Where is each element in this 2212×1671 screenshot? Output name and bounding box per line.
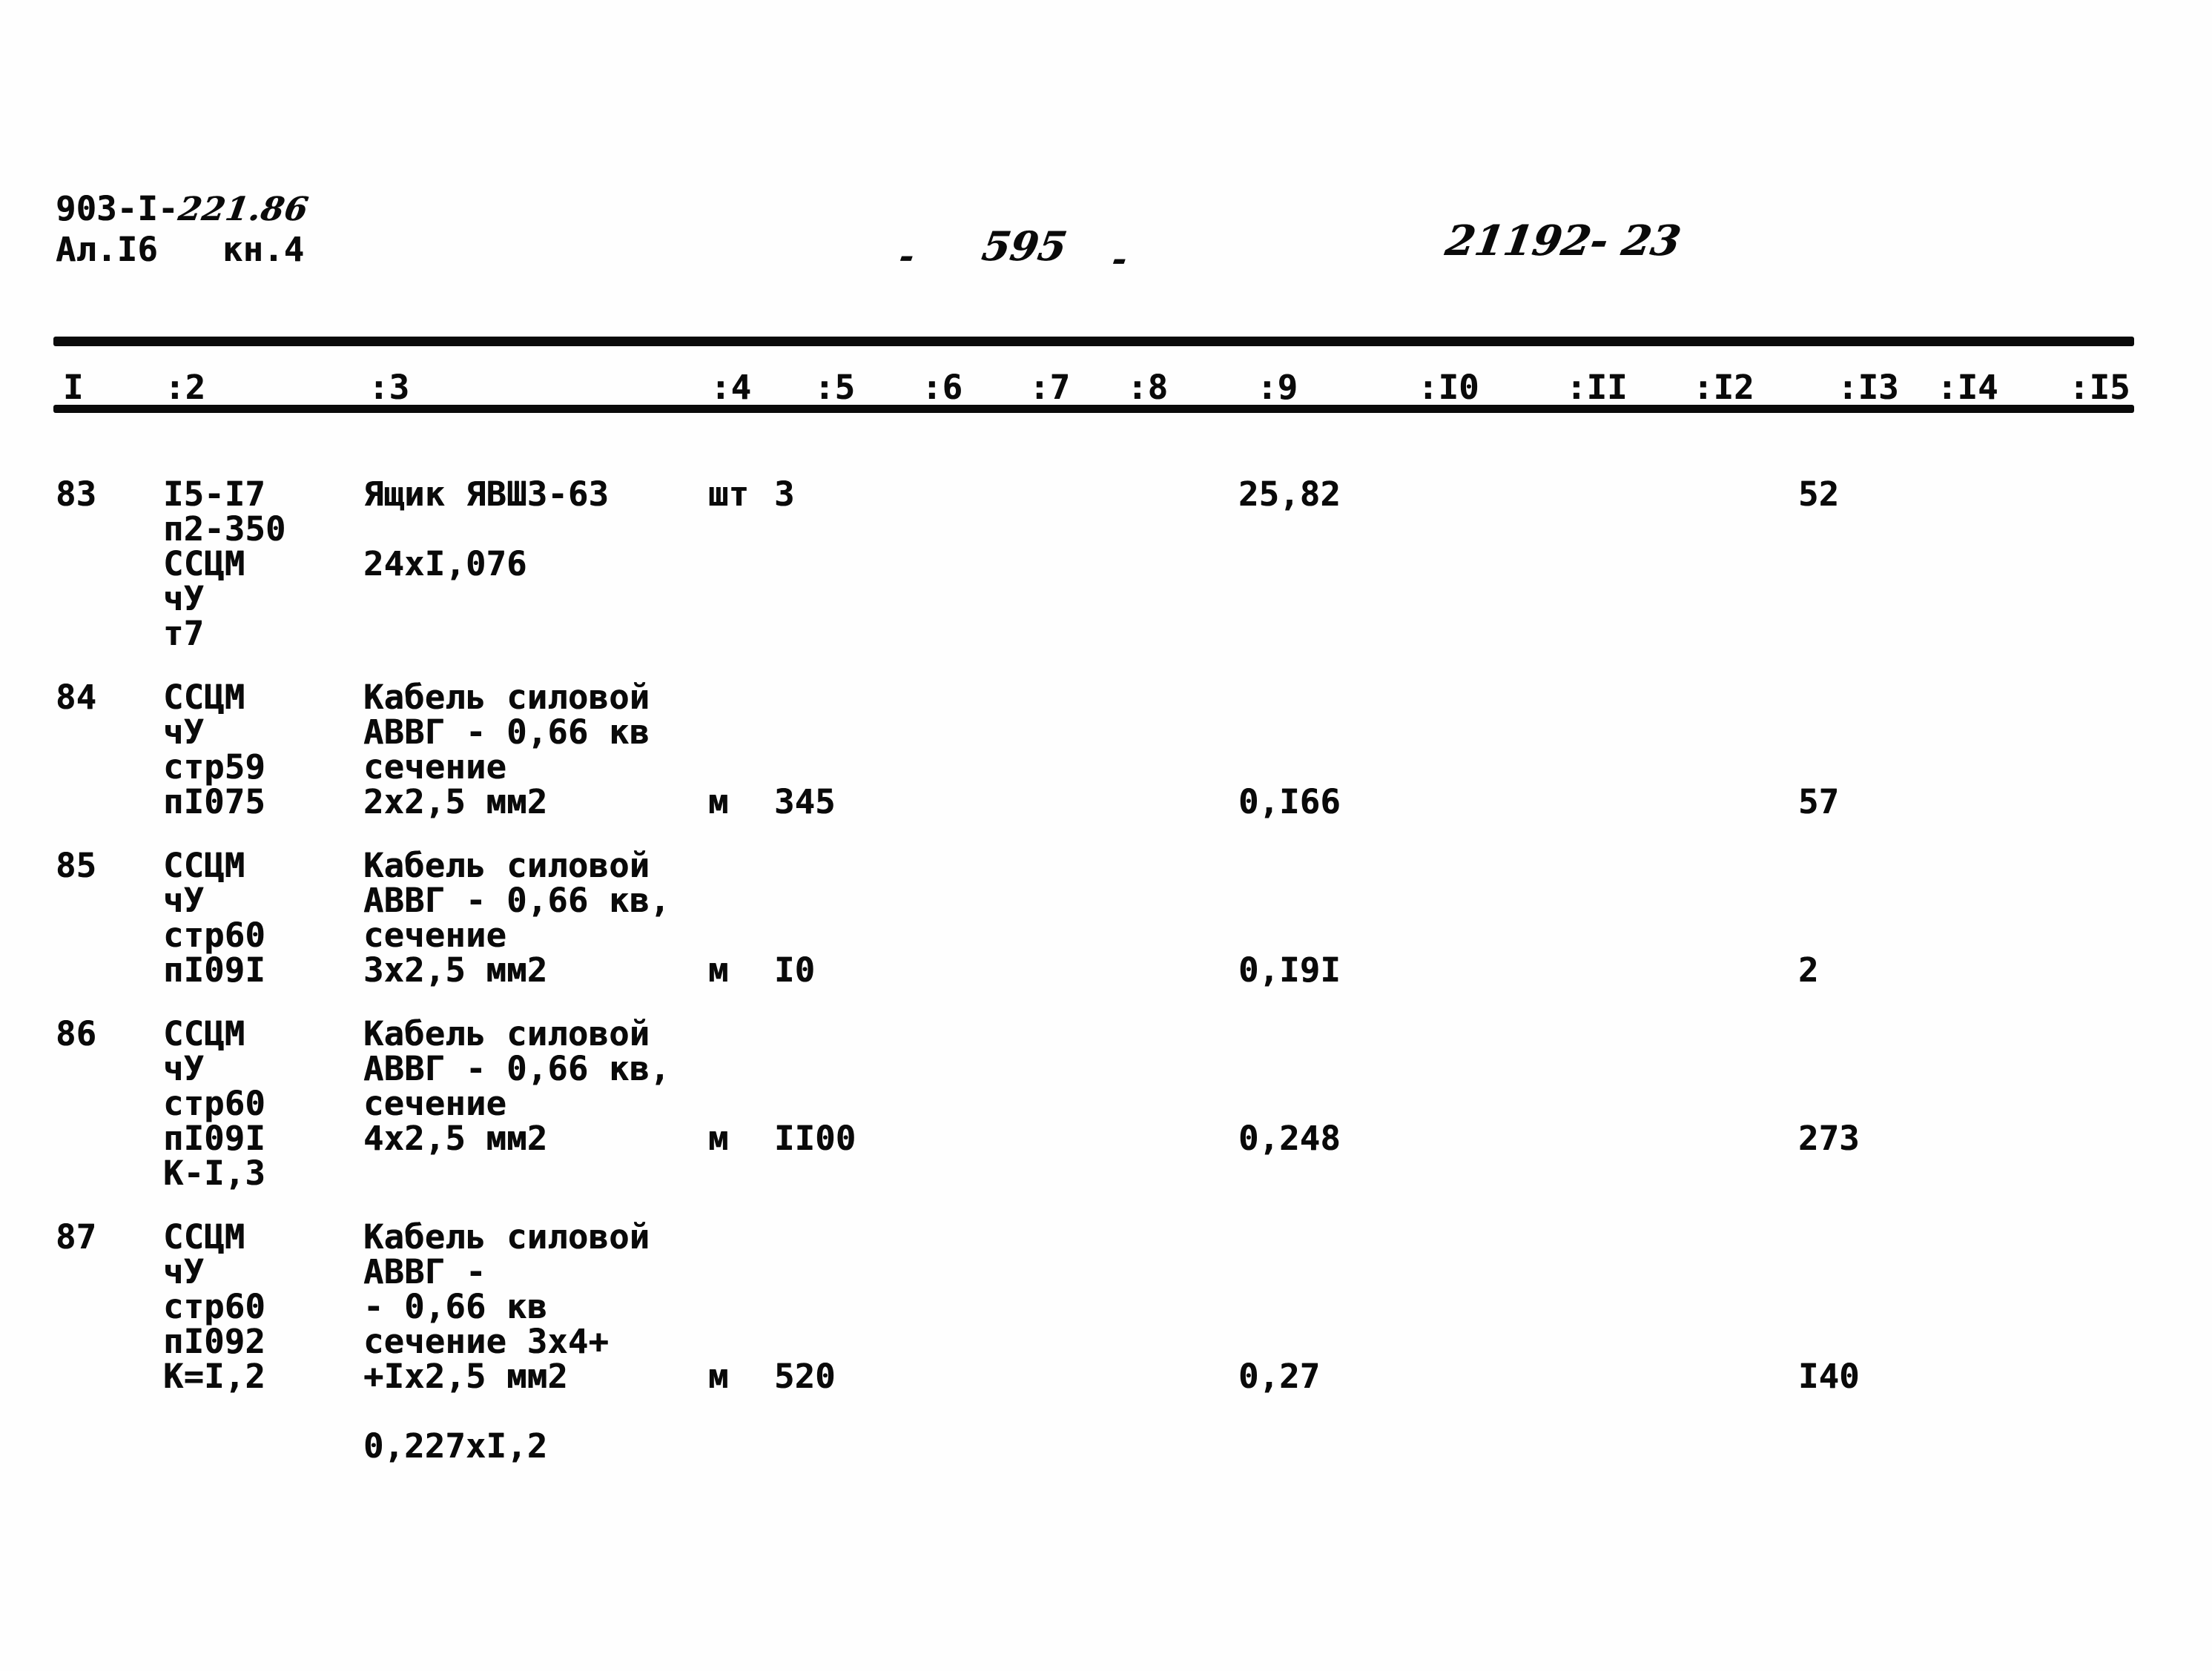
- page-number-dash-right: -: [1109, 239, 1130, 279]
- column-header: :I3: [1838, 368, 1899, 407]
- doc-number-handwritten: 221.86: [175, 191, 311, 228]
- description-cell: Ящик ЯВШЗ-63 24хI,076: [363, 474, 610, 583]
- total-cell: 52: [1798, 474, 1840, 514]
- page-number: 595: [978, 222, 1070, 270]
- row-number-cell: 83: [56, 474, 97, 514]
- column-header: :6: [922, 368, 963, 407]
- row-number-cell: 86: [56, 1014, 97, 1053]
- total-cell: 273: [1798, 1119, 1860, 1158]
- column-header: :4: [710, 368, 752, 407]
- row-number-cell: 85: [56, 846, 97, 885]
- column-header: :I2: [1693, 368, 1754, 407]
- column-header: :I5: [2069, 368, 2130, 407]
- column-header: :8: [1127, 368, 1169, 407]
- codes-cell: ССЦМ чУ стр60 пI092 К=I,2: [163, 1217, 265, 1396]
- description-cell: Кабель силовой АВВГ - 0,66 кв сечение 2х…: [363, 678, 650, 821]
- description-cell: Кабель силовой АВВГ - 0,66 кв, сечение 4…: [363, 1014, 670, 1158]
- table-row: 85 ССЦМ чУ стр60 пI09I Кабель силовой АВВГ…: [0, 848, 2212, 987]
- column-header: :9: [1257, 368, 1298, 407]
- table-rule-top: [53, 337, 2134, 346]
- column-header: :I4: [1937, 368, 1998, 407]
- price-cell: 0,I66: [1238, 782, 1341, 821]
- unit-cell: м: [708, 1119, 729, 1158]
- unit-cell: шт: [708, 474, 750, 514]
- price-cell: 0,27: [1238, 1357, 1321, 1396]
- column-header: I: [63, 368, 84, 407]
- column-header: :5: [814, 368, 856, 407]
- price-cell: 0,I9I: [1238, 950, 1341, 990]
- book-number: кн.4: [222, 230, 305, 269]
- quantity-cell: 345: [774, 782, 836, 821]
- column-header: :7: [1029, 368, 1071, 407]
- table-body: 83 I5-I7 п2-350 ССЦМ чУ т7 Ящик ЯВШЗ-63 24…: [0, 477, 2212, 1492]
- description-cell: Кабель силовой АВВГ - - 0,66 кв сечение …: [363, 1217, 650, 1466]
- page-number-dash-left: -: [896, 236, 917, 276]
- column-header: :II: [1566, 368, 1628, 407]
- archive-number: 21192- 23: [1442, 216, 1684, 265]
- quantity-cell: II00: [774, 1119, 856, 1158]
- total-cell: 57: [1798, 782, 1840, 821]
- quantity-cell: I0: [774, 950, 816, 990]
- doc-number: 903-I-221.86: [56, 189, 311, 228]
- codes-cell: ССЦМ чУ стр60 пI09I: [163, 846, 265, 990]
- codes-cell: I5-I7 п2-350 ССЦМ чУ т7: [163, 474, 286, 653]
- column-header: :I0: [1418, 368, 1479, 407]
- codes-cell: ССЦМ чУ стр60 пI09I К-I,3: [163, 1014, 265, 1193]
- description-cell: Кабель силовой АВВГ - 0,66 кв, сечение 3…: [363, 846, 670, 990]
- table-row: 84 ССЦМ чУ стр59 пI075 Кабель силовой АВВГ…: [0, 680, 2212, 819]
- codes-cell: ССЦМ чУ стр59 пI075: [163, 678, 265, 821]
- price-cell: 25,82: [1238, 474, 1341, 514]
- column-header: :3: [369, 368, 410, 407]
- table-rule-bottom: [53, 405, 2134, 413]
- row-number-cell: 84: [56, 678, 97, 717]
- quantity-cell: 3: [774, 474, 795, 514]
- total-cell: 2: [1798, 950, 1819, 990]
- total-cell: I40: [1798, 1357, 1860, 1396]
- unit-cell: м: [708, 1357, 729, 1396]
- unit-cell: м: [708, 782, 729, 821]
- price-cell: 0,248: [1238, 1119, 1341, 1158]
- unit-cell: м: [708, 950, 729, 990]
- album-number: Ал.I6: [56, 230, 158, 269]
- column-header: :2: [165, 368, 206, 407]
- quantity-cell: 520: [774, 1357, 836, 1396]
- row-number-cell: 87: [56, 1217, 97, 1257]
- table-row: 87 ССЦМ чУ стр60 пI092 К=I,2 Кабель силово…: [0, 1220, 2212, 1463]
- table-row: 86 ССЦМ чУ стр60 пI09I К-I,3 Кабель силово…: [0, 1016, 2212, 1191]
- table-row: 83 I5-I7 п2-350 ССЦМ чУ т7 Ящик ЯВШЗ-63 24…: [0, 477, 2212, 651]
- doc-number-typed: 903-I-: [56, 189, 179, 228]
